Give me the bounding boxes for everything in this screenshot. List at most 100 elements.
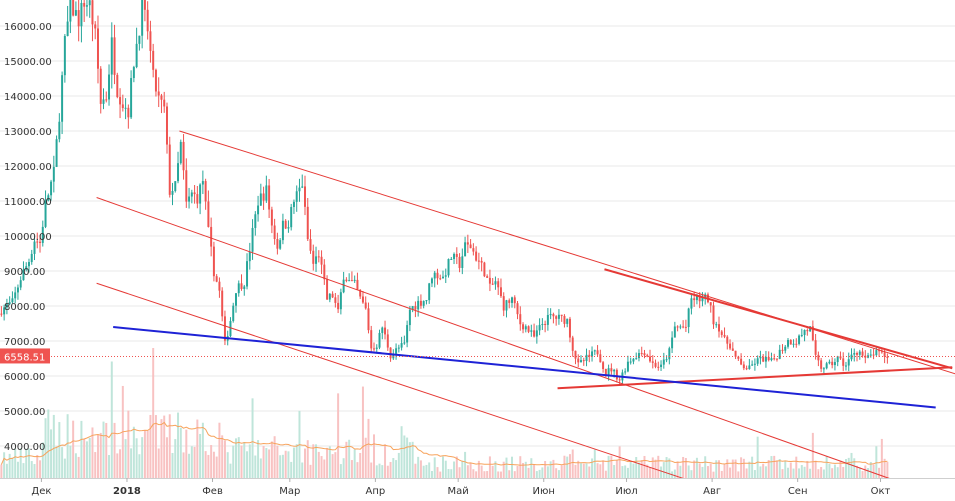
volume-bar xyxy=(853,458,856,478)
candle-body xyxy=(44,200,47,227)
volume-bar xyxy=(259,458,262,478)
candle-body xyxy=(414,306,417,310)
candle-body xyxy=(453,253,456,259)
volume-bar xyxy=(364,437,367,478)
volume-bar xyxy=(878,467,881,478)
volume-bar xyxy=(392,458,395,478)
volume-bar xyxy=(706,466,709,478)
candle-body xyxy=(646,355,649,357)
volume-bar xyxy=(618,446,621,478)
volume-bar xyxy=(381,465,384,478)
volume-bar xyxy=(226,452,229,478)
volume-bar xyxy=(179,427,182,478)
candle-body xyxy=(464,242,467,257)
volume-bar xyxy=(243,442,246,478)
volume-bar xyxy=(359,452,362,478)
volume-bar xyxy=(320,456,323,478)
y-tick-label: 7000.00 xyxy=(4,337,45,348)
volume-bar xyxy=(770,456,773,478)
volume-bar xyxy=(442,456,444,478)
volume-bar xyxy=(254,455,257,478)
candle-body xyxy=(748,365,751,370)
trend-line-1[interactable] xyxy=(179,130,955,401)
volume-bar xyxy=(814,460,817,478)
volume-bar xyxy=(604,470,607,478)
x-tick-label: Сен xyxy=(788,486,808,497)
candle-body xyxy=(533,330,536,337)
volume-bar xyxy=(580,463,582,478)
volume-bar xyxy=(784,460,787,478)
last-price-label: 6558.51 xyxy=(4,352,45,363)
volume-bar xyxy=(397,452,400,478)
candle-body xyxy=(119,97,122,105)
trend-line-4[interactable] xyxy=(604,268,953,370)
candle-body xyxy=(822,368,825,370)
volume-bar xyxy=(188,453,191,478)
trend-line-3[interactable] xyxy=(96,282,765,501)
volume-bar xyxy=(116,453,119,478)
volume-bar xyxy=(497,471,500,478)
candle-body xyxy=(773,358,776,360)
candle-body xyxy=(433,272,436,279)
volume-bar xyxy=(756,436,759,478)
volume-bar xyxy=(163,415,166,478)
candle-body xyxy=(878,350,881,352)
trend-lines[interactable] xyxy=(96,130,955,501)
volume-bar xyxy=(55,446,58,478)
candle-body xyxy=(483,262,486,277)
volume-bar xyxy=(544,460,547,478)
volume-bar xyxy=(610,455,613,478)
candle-body xyxy=(306,206,309,240)
candle-body xyxy=(425,300,428,302)
volume-bar xyxy=(168,414,171,478)
candle-body xyxy=(91,0,94,25)
volume-bar xyxy=(339,464,342,478)
volume-bar xyxy=(160,419,163,478)
volume-bar xyxy=(138,454,141,478)
candle-body xyxy=(204,181,207,202)
volume-bar xyxy=(83,439,86,478)
candle-body xyxy=(781,349,784,351)
y-tick-label: 13000.00 xyxy=(4,127,52,138)
volume-bar xyxy=(265,448,268,478)
candle-body xyxy=(218,281,221,291)
candle-body xyxy=(847,359,850,366)
volume-bar xyxy=(146,430,149,478)
volume-bar xyxy=(831,468,834,478)
trend-line-6[interactable] xyxy=(113,326,936,409)
candle-body xyxy=(215,276,218,282)
candle-body xyxy=(800,334,803,336)
candle-body xyxy=(811,326,814,341)
volume-bar xyxy=(828,463,831,478)
candle-body xyxy=(798,335,801,344)
candle-body xyxy=(718,324,721,332)
volume-bar xyxy=(792,468,795,478)
volume-bar xyxy=(270,441,273,478)
volume-bar xyxy=(563,455,566,478)
candle-body xyxy=(36,241,39,243)
volume-bar xyxy=(662,462,665,478)
candle-body xyxy=(88,0,91,6)
y-tick-label: 11000.00 xyxy=(4,197,52,208)
volume-bar xyxy=(411,441,414,478)
volume-bar xyxy=(204,451,207,478)
candle-body xyxy=(856,352,859,355)
candle-body xyxy=(384,327,387,335)
trend-line-2[interactable] xyxy=(96,197,917,489)
candle-body xyxy=(690,298,693,309)
candle-body xyxy=(179,141,182,164)
candle-body xyxy=(163,99,166,107)
candle-body xyxy=(339,292,342,310)
trend-line-5[interactable] xyxy=(557,366,953,390)
candle-body xyxy=(364,302,367,309)
volume-bar xyxy=(30,461,33,478)
candle-body xyxy=(695,295,698,301)
candle-body xyxy=(494,281,497,285)
candle-body xyxy=(185,170,188,202)
volume-bar xyxy=(143,430,146,478)
candle-body xyxy=(50,181,53,196)
candle-body xyxy=(287,227,290,229)
candle-body xyxy=(836,356,839,363)
